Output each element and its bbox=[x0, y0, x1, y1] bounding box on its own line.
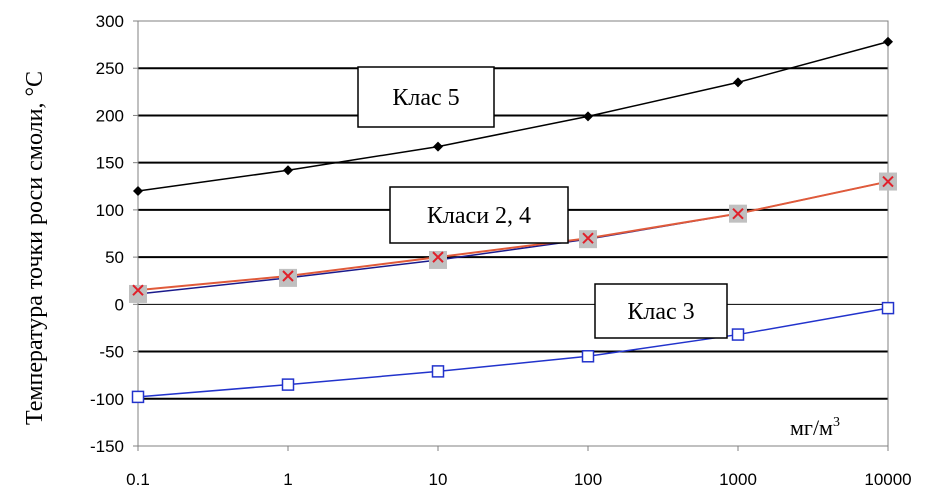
series-line-0 bbox=[137, 41, 889, 192]
plot-area-frame bbox=[137, 20, 889, 447]
annotation-box bbox=[357, 66, 495, 128]
data-point-cross bbox=[882, 175, 894, 188]
data-point-diamond bbox=[733, 77, 743, 88]
data-point-diamond bbox=[133, 186, 143, 196]
data-point-open-square bbox=[581, 350, 595, 363]
data-point-open-square bbox=[281, 378, 295, 391]
data-point-open-square bbox=[431, 365, 445, 378]
unit-label-base: мг/м bbox=[790, 415, 833, 440]
series-group bbox=[129, 36, 897, 404]
grid-lines bbox=[133, 20, 889, 451]
annotation-boxes: Клас 5 Класи 2, 4 Клас 3 bbox=[357, 66, 728, 339]
series-line-2 bbox=[137, 180, 889, 292]
data-point-diamond bbox=[283, 165, 293, 176]
data-point-diamond bbox=[433, 141, 443, 152]
data-point-open-square bbox=[881, 301, 895, 315]
data-point-cross bbox=[432, 251, 444, 263]
data-point-diamond bbox=[583, 111, 593, 122]
y-tick-label: -50 bbox=[99, 343, 124, 362]
y-tick-label: 150 bbox=[96, 154, 124, 173]
y-axis-label: Температура точки роси смоли, °C bbox=[22, 71, 48, 425]
y-tick-labels: -150 -100 -50 0 50 100 150 200 250 300 bbox=[90, 12, 124, 456]
x-tick-label: 1000 bbox=[719, 470, 757, 489]
data-point-open-square bbox=[131, 390, 145, 404]
data-point-open-square bbox=[731, 328, 745, 341]
x-tick-label: 10 bbox=[429, 470, 448, 489]
y-tick-label: 100 bbox=[96, 201, 124, 220]
x-tick-label: 0.1 bbox=[126, 470, 150, 489]
y-tick-label: 300 bbox=[96, 12, 124, 31]
unit-label: мг/м3 bbox=[790, 415, 840, 440]
y-tick-label: 250 bbox=[96, 59, 124, 78]
data-point-cross bbox=[732, 207, 744, 220]
series-line-3 bbox=[137, 307, 889, 398]
data-point-cross bbox=[132, 284, 144, 296]
annotation-label: Клас 3 bbox=[627, 299, 694, 325]
data-point-cross bbox=[582, 232, 594, 244]
annotation-label: Клас 5 bbox=[392, 85, 459, 111]
y-tick-label: -100 bbox=[90, 390, 124, 409]
annotation-box bbox=[389, 186, 569, 244]
data-point-gray-square bbox=[129, 284, 147, 303]
annotation-label: Класи 2, 4 bbox=[427, 203, 531, 229]
data-point-gray-square bbox=[279, 268, 297, 287]
y-tick-label: 50 bbox=[105, 248, 124, 267]
data-point-diamond bbox=[883, 36, 893, 47]
y-tick-label: 200 bbox=[96, 106, 124, 125]
unit-label-superscript: 3 bbox=[833, 415, 840, 430]
x-tick-label: 10000 bbox=[864, 470, 911, 489]
x-tick-label: 100 bbox=[574, 470, 602, 489]
y-tick-label: 0 bbox=[115, 295, 124, 314]
y-tick-label: -150 bbox=[90, 437, 124, 456]
data-point-cross bbox=[282, 270, 294, 282]
annotation-box bbox=[594, 283, 728, 339]
data-point-gray-square bbox=[429, 250, 447, 269]
x-tick-labels: 0.1 1 10 100 1000 10000 bbox=[126, 470, 911, 489]
x-tick-label: 1 bbox=[283, 470, 292, 489]
